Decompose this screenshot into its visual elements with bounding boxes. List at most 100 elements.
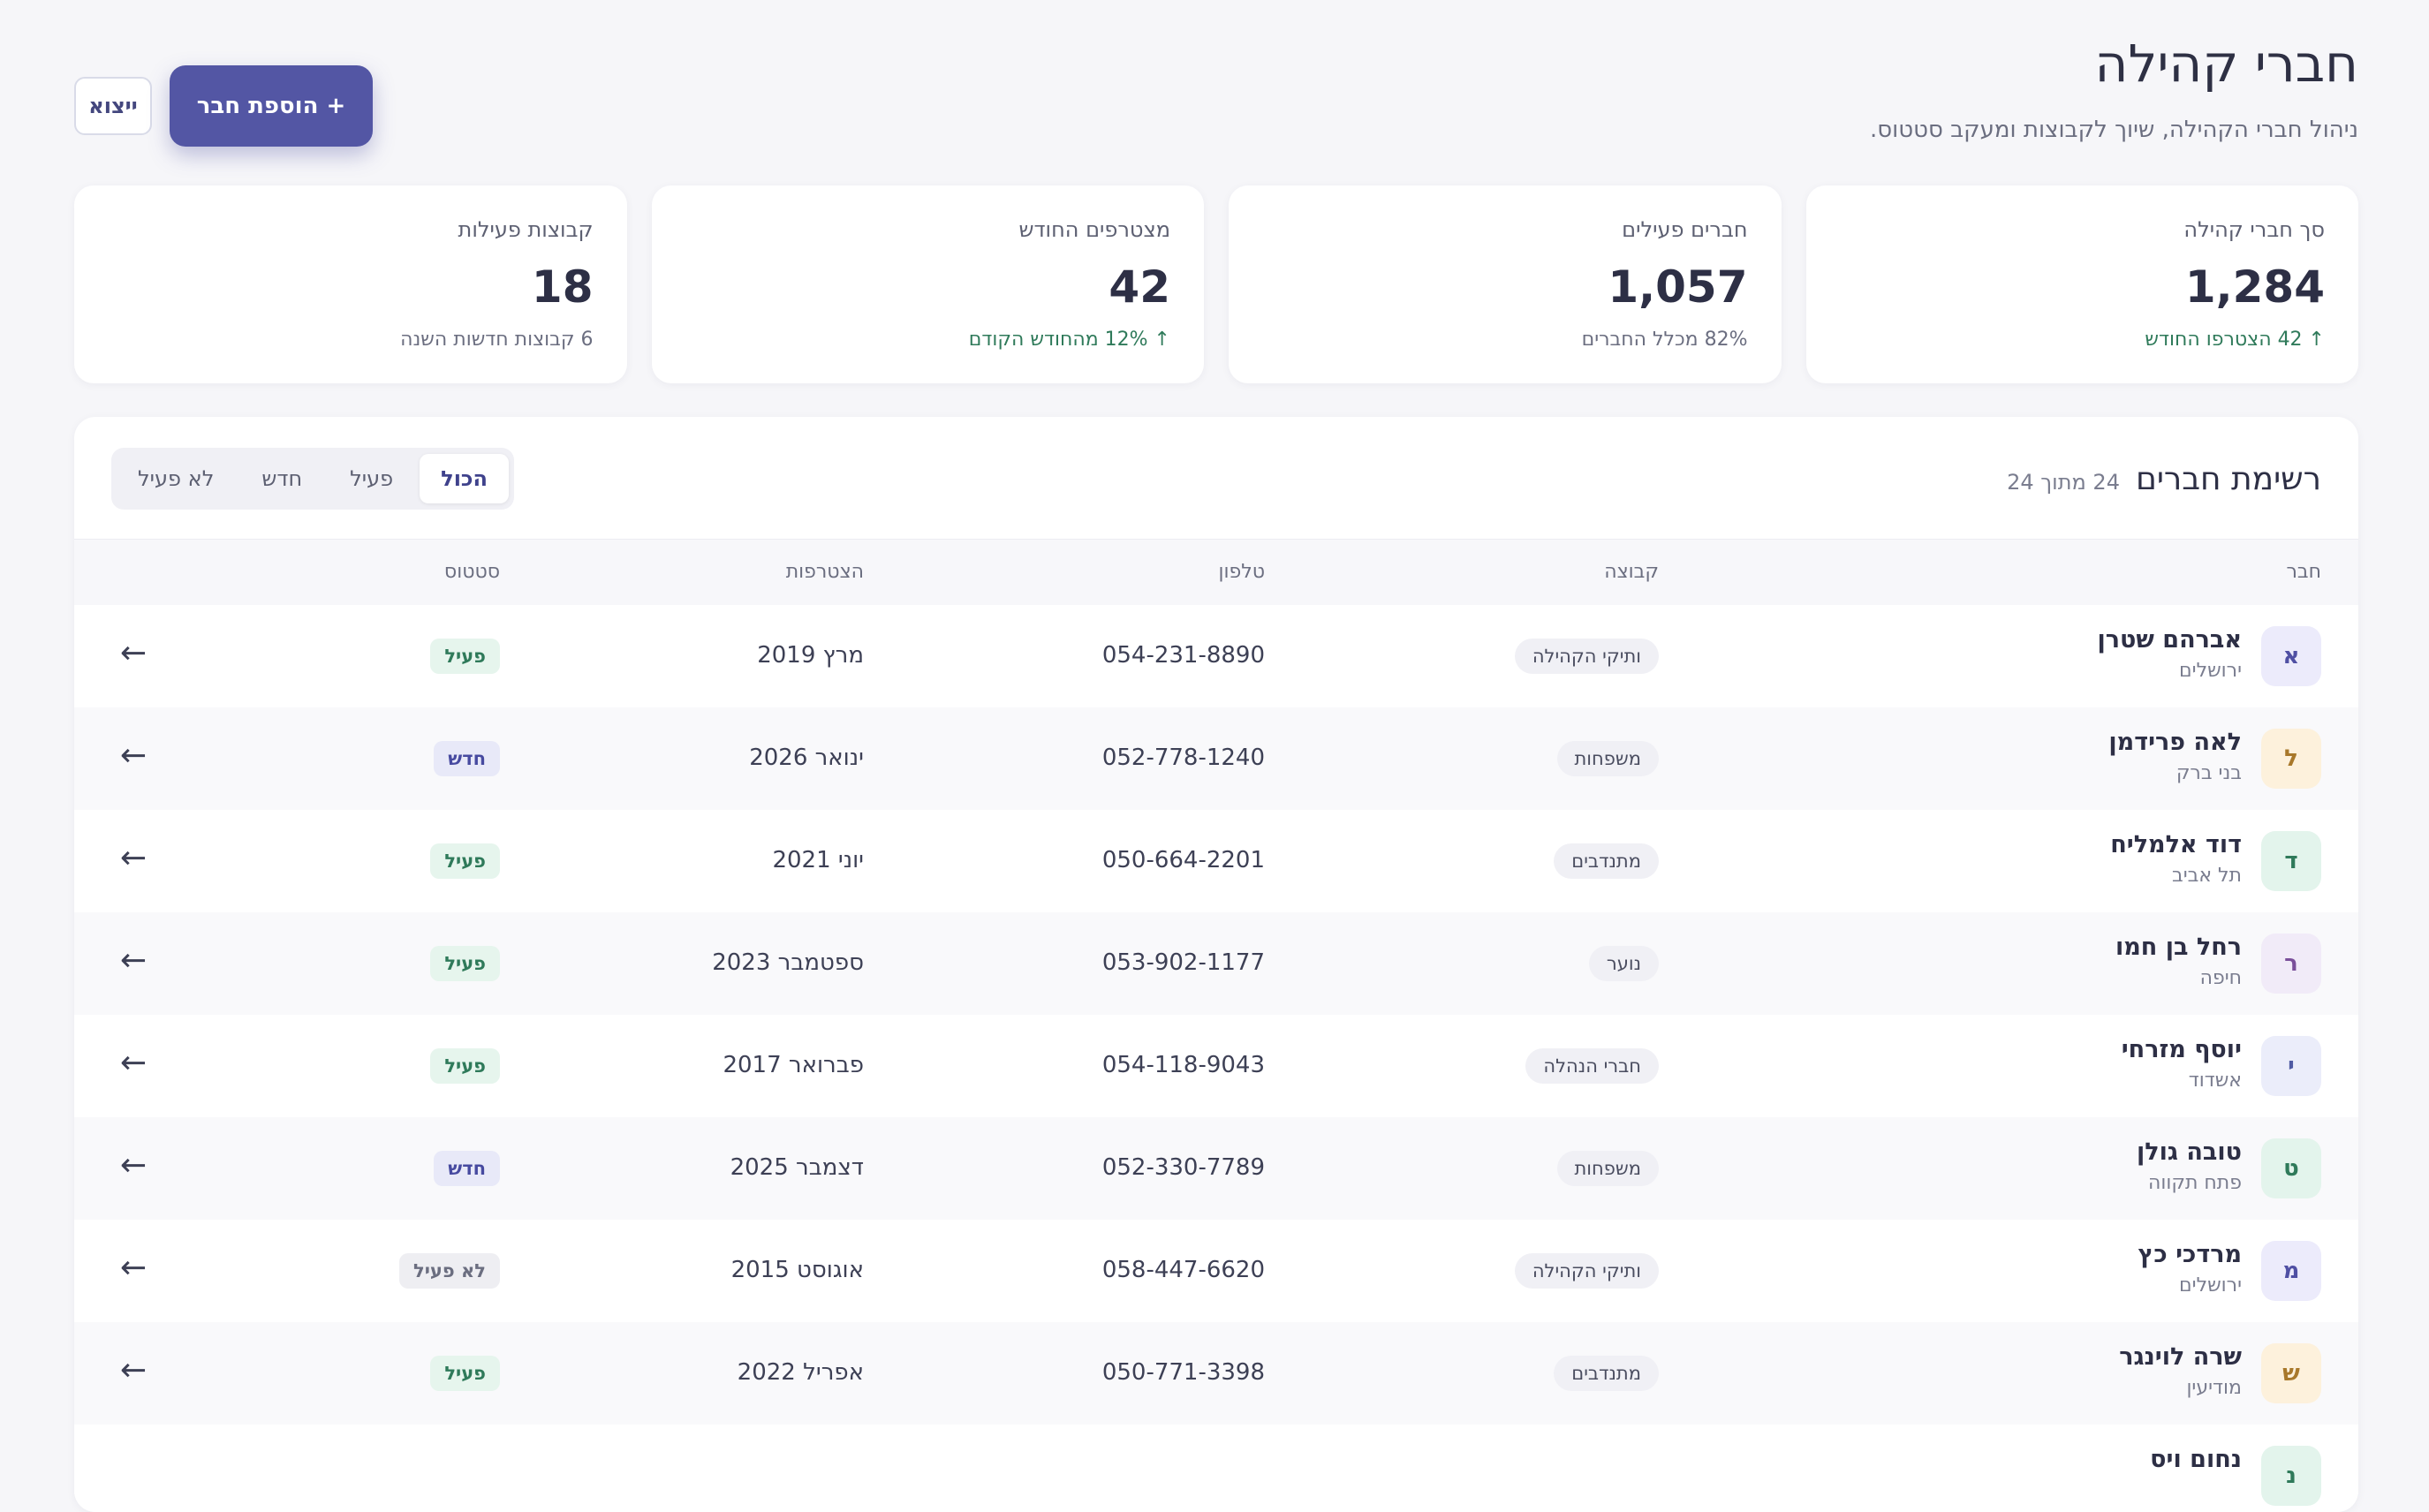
stat-value: 42 [1109, 261, 1170, 313]
status-badge: חדש [434, 741, 500, 776]
stat-active-groups: קבוצות פעילות 18 6 קבוצות חדשות השנה [74, 185, 627, 383]
community-members-page: חברי קהילה ניהול חברי הקהילה, שיוך לקבוצ… [74, 0, 2358, 1512]
stat-new-this-month: מצטרפים החודש 42 ↑ 12% מהחודש הקודם [651, 185, 1204, 383]
export-button[interactable]: ייצוא [74, 77, 152, 135]
column-status[interactable]: סטטוס [443, 561, 500, 583]
member-city: פתח תקווה [2148, 1172, 2242, 1194]
column-member[interactable]: חבר [2286, 561, 2321, 583]
header-actions: + הוספת חבר ייצוא [74, 65, 373, 147]
member-city: ירושלים [2179, 660, 2242, 682]
member-joined-date: פברואר 2017 [723, 1052, 864, 1078]
column-group[interactable]: קבוצה [1604, 561, 1659, 583]
status-badge: פעיל [430, 1048, 500, 1084]
members-table-card: רשימת חברים 24 מתוך 24 הכול פעיל חדש לא … [74, 417, 2358, 1512]
stat-note: ↑ 42 הצטרפו החודש [2145, 329, 2325, 351]
member-joined-date: ינואר 2026 [749, 745, 864, 771]
member-city: ירושלים [2179, 1274, 2242, 1297]
status-badge: פעיל [430, 946, 500, 981]
stat-label: חברים פעילים [1622, 217, 1748, 242]
arrow-left-icon[interactable]: ← [120, 942, 148, 979]
stat-label: מצטרפים החודש [1018, 217, 1170, 242]
column-phone[interactable]: טלפון [1218, 561, 1266, 583]
column-joined[interactable]: הצטרפות [785, 561, 864, 583]
avatar: מ [2261, 1241, 2321, 1301]
add-member-button[interactable]: + הוספת חבר [170, 65, 373, 147]
status-filter-tabs: הכול פעיל חדש לא פעיל [111, 448, 515, 510]
stat-value: 18 [531, 261, 594, 313]
member-phone: 052-330-7789 [1101, 1154, 1265, 1181]
member-phone: 053-902-1177 [1101, 949, 1265, 976]
status-badge: חדש [434, 1151, 500, 1186]
stat-label: סך חברי קהילה [2183, 217, 2325, 242]
avatar: ד [2261, 831, 2321, 891]
group-badge: מתנדבים [1554, 1356, 1659, 1391]
status-badge: פעיל [430, 843, 500, 879]
table-row[interactable]: י יוסף מזרחי אשדוד חברי הנהלה 054-118-9043 פב… [74, 1015, 2358, 1118]
filter-active[interactable]: פעיל [350, 466, 394, 491]
table-column-headers: חבר קבוצה טלפון הצטרפות סטטוס [74, 539, 2358, 606]
member-joined-date: אוגוסט 2015 [730, 1257, 864, 1283]
arrow-left-icon[interactable]: ← [120, 635, 148, 671]
status-badge: פעיל [430, 639, 500, 674]
arrow-left-icon[interactable]: ← [120, 737, 148, 774]
member-joined-date: ספטמבר 2023 [712, 949, 864, 976]
member-name[interactable]: דוד אלמליח [2110, 831, 2242, 858]
member-name[interactable]: לאה פרידמן [2108, 729, 2242, 756]
member-phone: 050-664-2201 [1101, 847, 1265, 873]
stat-value: 1,057 [1608, 261, 1748, 313]
arrow-left-icon[interactable]: ← [120, 1250, 148, 1286]
table-row[interactable]: ט טובה גולן פתח תקווה משפחות 052-330-7789 דצמ… [74, 1117, 2358, 1221]
stat-note: 82% מכלל החברים [1581, 329, 1748, 351]
filter-all[interactable]: הכול [420, 454, 510, 503]
arrow-left-icon[interactable]: ← [120, 840, 148, 876]
arrow-left-icon[interactable]: ← [120, 1352, 148, 1388]
member-city: אשדוד [2188, 1070, 2242, 1092]
avatar: א [2261, 626, 2321, 686]
arrow-left-icon[interactable]: ← [120, 1045, 148, 1081]
status-badge: לא פעיל [399, 1253, 500, 1289]
member-phone: 050-771-3398 [1101, 1359, 1265, 1386]
member-joined-date: אפריל 2022 [737, 1359, 864, 1386]
table-row[interactable]: נ נחום ויס [74, 1425, 2358, 1512]
table-title: רשימת חברים [2135, 461, 2321, 497]
table-row[interactable]: ל לאה פרידמן בני ברק משפחות 052-778-1240 ינוא… [74, 707, 2358, 811]
table-count: 24 מתוך 24 [2007, 470, 2120, 495]
table-row[interactable]: מ מרדכי כץ ירושלים ותיקי הקהילה 058-447-6620… [74, 1220, 2358, 1323]
group-badge: משפחות [1556, 741, 1659, 776]
table-row[interactable]: ש שרה לוינגר מודיעין מתנדבים 050-771-3398 אפר… [74, 1322, 2358, 1425]
avatar: ש [2261, 1343, 2321, 1403]
filter-new[interactable]: חדש [261, 466, 303, 491]
table-header: רשימת חברים 24 מתוך 24 [2007, 461, 2321, 497]
member-name[interactable]: מרדכי כץ [2138, 1241, 2242, 1268]
arrow-left-icon[interactable]: ← [120, 1147, 148, 1183]
stat-total-members: סך חברי קהילה 1,284 ↑ 42 הצטרפו החודש [1805, 185, 2358, 383]
group-badge: ותיקי הקהילה [1514, 639, 1659, 674]
group-badge: משפחות [1556, 1151, 1659, 1186]
group-badge: נוער [1588, 946, 1659, 981]
group-badge: חברי הנהלה [1525, 1048, 1659, 1084]
filter-inactive[interactable]: לא פעיל [138, 466, 215, 491]
avatar: ל [2261, 729, 2321, 789]
group-badge: ותיקי הקהילה [1514, 1253, 1659, 1289]
member-name[interactable]: אברהם שטרן [2097, 626, 2242, 654]
status-badge: פעיל [430, 1356, 500, 1391]
stat-note: 6 קבוצות חדשות השנה [400, 329, 594, 351]
member-city: בני ברק [2176, 762, 2242, 784]
avatar: נ [2261, 1446, 2321, 1506]
table-row[interactable]: א אברהם שטרן ירושלים ותיקי הקהילה 054-231-88… [74, 605, 2358, 708]
stat-label: קבוצות פעילות [458, 217, 594, 242]
member-joined-date: דצמבר 2025 [730, 1154, 864, 1181]
member-name[interactable]: נחום ויס [2150, 1446, 2242, 1473]
member-name[interactable]: שרה לוינגר [2119, 1343, 2242, 1371]
member-name[interactable]: יוסף מזרחי [2121, 1036, 2242, 1063]
member-phone: 054-231-8890 [1101, 642, 1265, 669]
table-row[interactable]: ד דוד אלמליח תל אביב מתנדבים 050-664-2201 יונ… [74, 810, 2358, 913]
group-badge: מתנדבים [1554, 843, 1659, 879]
table-row[interactable]: ר רחל בן חמו חיפה נוער 053-902-1177 ספטמבר 20… [74, 912, 2358, 1016]
member-phone: 058-447-6620 [1101, 1257, 1265, 1283]
avatar: ר [2261, 934, 2321, 994]
member-name[interactable]: רחל בן חמו [2115, 934, 2242, 961]
member-joined-date: מרץ 2019 [757, 642, 864, 669]
stat-active-members: חברים פעילים 1,057 82% מכלל החברים [1229, 185, 1782, 383]
member-name[interactable]: טובה גולן [2137, 1138, 2242, 1166]
